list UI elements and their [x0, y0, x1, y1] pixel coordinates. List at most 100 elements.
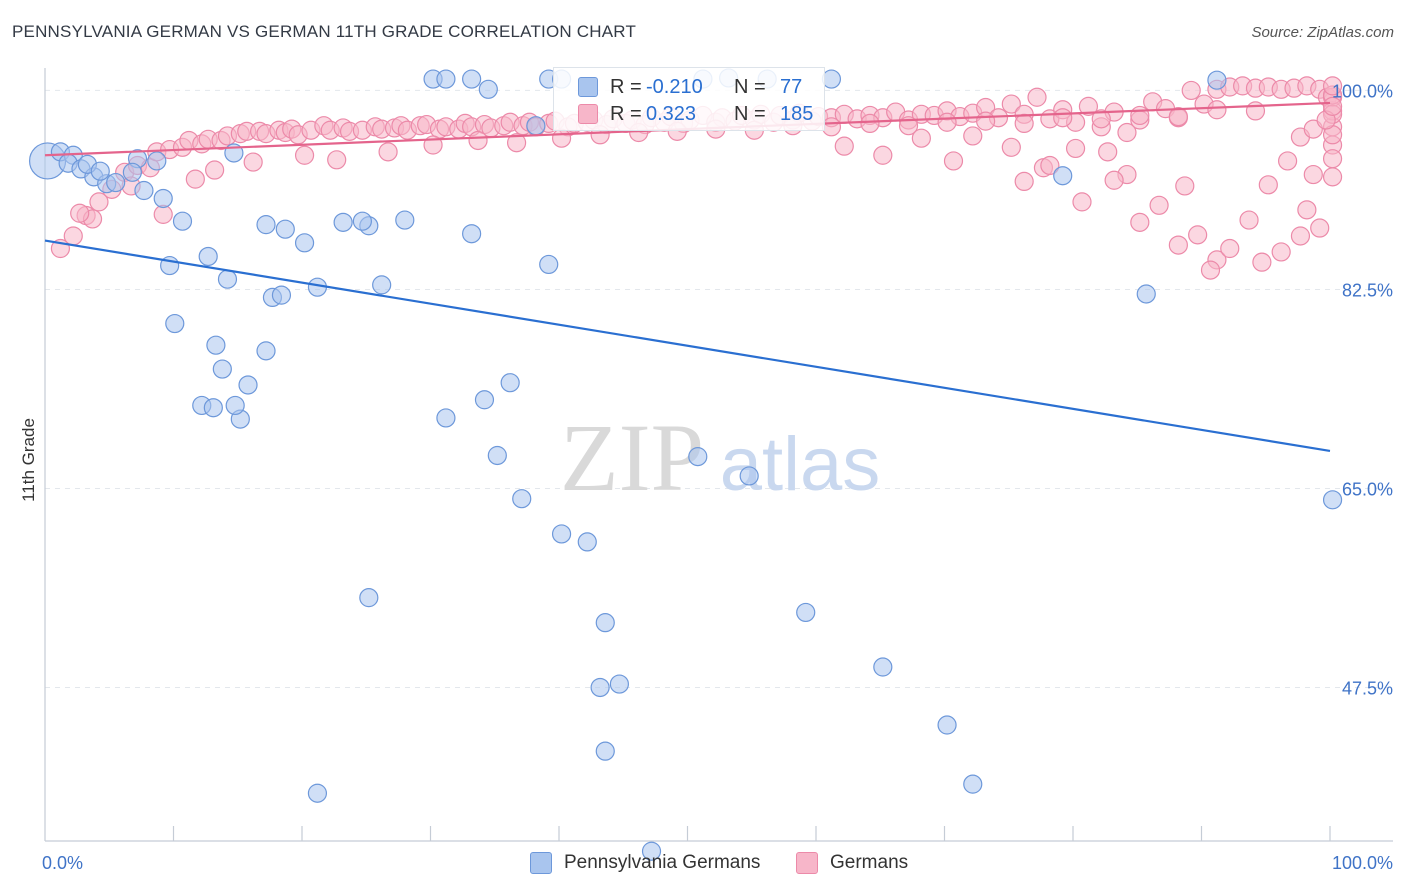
data-point	[1188, 225, 1208, 245]
r-value: 0.323	[646, 102, 697, 125]
data-point	[1014, 113, 1034, 134]
data-point	[500, 373, 520, 393]
data-point	[1297, 200, 1317, 220]
n-value: 185	[780, 102, 814, 125]
data-point	[378, 142, 398, 162]
data-point	[462, 69, 482, 89]
data-point	[203, 398, 223, 418]
data-point	[1098, 142, 1118, 162]
legend-swatch-pink	[796, 852, 818, 874]
blue-swatch	[578, 77, 598, 97]
data-point	[333, 212, 353, 232]
data-point	[551, 524, 572, 544]
data-point	[185, 169, 205, 189]
data-point	[1072, 192, 1092, 212]
data-point	[1168, 106, 1188, 127]
x-tick-label: 100.0%	[1332, 853, 1393, 873]
data-point	[1322, 96, 1343, 116]
data-point	[512, 489, 532, 509]
data-point	[256, 341, 276, 361]
data-point	[436, 408, 456, 428]
data-point	[206, 335, 226, 355]
pink-swatch	[578, 104, 598, 124]
data-point	[205, 160, 225, 180]
data-point	[1310, 218, 1330, 238]
data-point	[1053, 166, 1073, 186]
data-point	[395, 210, 415, 230]
data-point	[217, 269, 238, 289]
data-point	[821, 69, 842, 89]
data-point	[688, 447, 708, 467]
data-point	[372, 275, 392, 295]
data-point	[739, 466, 759, 486]
data-point	[976, 111, 996, 131]
data-point	[122, 162, 142, 182]
data-point	[89, 192, 109, 212]
data-point	[294, 145, 315, 165]
n-label: N =	[734, 75, 766, 98]
data-point	[1290, 226, 1311, 246]
data-point	[359, 588, 379, 608]
data-point	[873, 145, 893, 165]
data-point	[134, 180, 154, 201]
legend-item-germans: Germans	[796, 852, 908, 874]
legend-item-pennsylvania-germans: Pennsylvania Germans	[530, 852, 760, 874]
data-point	[1040, 155, 1060, 176]
data-point	[243, 152, 263, 172]
data-point	[1245, 101, 1266, 121]
data-point	[474, 390, 495, 410]
data-point	[943, 151, 964, 171]
data-point	[821, 117, 842, 137]
y-tick-label: 100.0%	[1332, 81, 1393, 101]
data-point	[1130, 105, 1150, 126]
data-point	[1053, 108, 1073, 128]
data-point	[1149, 195, 1169, 215]
stats-legend-row-blue: R = -0.210 N = 77	[578, 75, 802, 99]
data-point	[1322, 167, 1343, 187]
x-tick-label: 0.0%	[42, 853, 83, 873]
legend-label: Pennsylvania Germans	[564, 852, 761, 873]
data-point	[275, 219, 295, 239]
data-point	[1181, 80, 1201, 101]
n-label: N =	[734, 102, 766, 125]
data-point	[873, 657, 893, 677]
data-point	[1014, 171, 1034, 192]
data-point	[1104, 170, 1124, 190]
data-point	[595, 741, 615, 761]
stats-legend: R = -0.210 N = 77 R = 0.323 N = 185	[553, 67, 825, 131]
legend-label: Germans	[830, 852, 909, 873]
data-point	[1130, 212, 1150, 232]
data-point	[1117, 122, 1137, 143]
trend-line	[44, 239, 1331, 453]
data-point	[153, 204, 173, 224]
data-point	[1322, 490, 1343, 510]
data-point	[106, 172, 126, 193]
data-point	[1001, 94, 1021, 114]
stats-legend-row-pink: R = 0.323 N = 185	[578, 102, 813, 126]
source-label: Source: ZipAtlas.com	[1251, 24, 1394, 41]
data-point	[487, 445, 507, 466]
data-point	[834, 136, 854, 156]
data-point	[1258, 175, 1278, 195]
data-point	[1078, 96, 1099, 116]
data-point	[937, 112, 957, 132]
data-point	[641, 841, 662, 861]
data-point	[63, 226, 83, 246]
data-point	[796, 602, 816, 623]
data-point	[1207, 70, 1227, 90]
data-point	[225, 395, 245, 416]
data-point	[352, 211, 372, 231]
data-point	[307, 783, 328, 803]
data-point	[1175, 176, 1195, 196]
data-point	[436, 69, 456, 89]
data-point	[90, 161, 110, 181]
data-point	[577, 532, 597, 552]
y-tick-label: 82.5%	[1342, 280, 1393, 300]
watermark-zip: ZIP	[560, 404, 704, 511]
data-point	[1322, 149, 1343, 169]
data-point	[327, 150, 347, 170]
data-point	[165, 313, 185, 334]
y-tick-label: 47.5%	[1342, 678, 1393, 698]
data-point	[172, 211, 193, 231]
data-point	[1322, 76, 1343, 96]
